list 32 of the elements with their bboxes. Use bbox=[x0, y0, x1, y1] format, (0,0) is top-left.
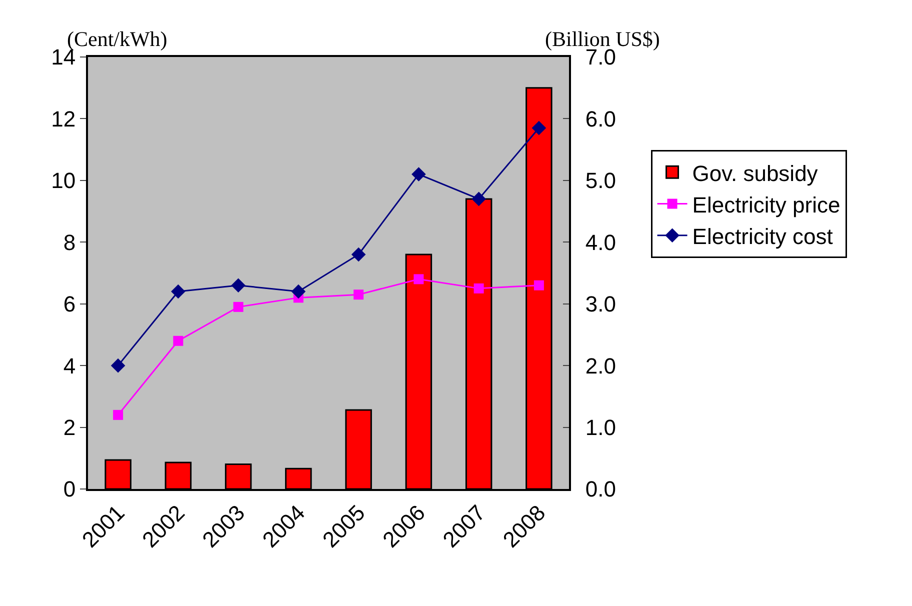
point bbox=[412, 167, 426, 182]
point bbox=[474, 283, 484, 294]
y-tick-label: 12 bbox=[51, 106, 76, 132]
y2-tick-label: 3.0 bbox=[585, 292, 616, 317]
point bbox=[351, 247, 366, 262]
point bbox=[231, 278, 246, 292]
y2-tick-label: 1.0 bbox=[585, 414, 616, 440]
point bbox=[354, 290, 364, 300]
y-tick-label: 4 bbox=[63, 353, 76, 378]
y-tick-label: 6 bbox=[63, 292, 76, 317]
y2-tick-label: 2.0 bbox=[585, 353, 616, 378]
point bbox=[110, 358, 126, 373]
y-tick-label: 0 bbox=[63, 476, 76, 502]
legend-label: Electricity cost bbox=[692, 224, 833, 249]
point bbox=[233, 302, 244, 312]
y2-tick-label: 0.0 bbox=[585, 476, 616, 502]
y2-tick-label: 6.0 bbox=[585, 106, 616, 132]
point bbox=[291, 284, 306, 299]
point bbox=[171, 284, 186, 299]
point bbox=[534, 280, 544, 290]
point bbox=[414, 274, 424, 284]
point bbox=[472, 192, 486, 206]
y-tick-label: 2 bbox=[63, 414, 76, 440]
legend-label: Gov. subsidy bbox=[692, 160, 818, 186]
y2-tick-label: 4.0 bbox=[585, 230, 616, 255]
y-tick-label: 10 bbox=[51, 168, 76, 194]
y-tick-label: 8 bbox=[63, 230, 76, 255]
point bbox=[113, 410, 124, 420]
legend-label: Electricity price bbox=[692, 192, 840, 218]
y2-tick-label: 5.0 bbox=[585, 168, 616, 194]
point bbox=[173, 336, 184, 346]
point bbox=[532, 120, 546, 136]
